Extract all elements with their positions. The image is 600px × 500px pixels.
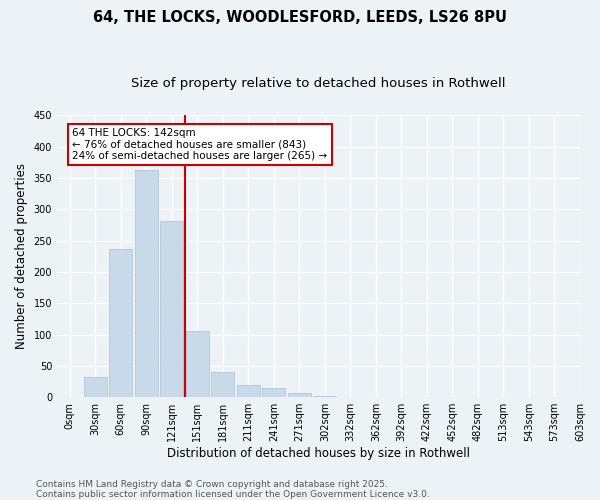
Bar	[492, 396, 515, 397]
Text: 64, THE LOCKS, WOODLESFORD, LEEDS, LS26 8PU: 64, THE LOCKS, WOODLESFORD, LEEDS, LS26 …	[93, 10, 507, 25]
Bar	[288, 394, 311, 397]
Bar	[160, 221, 184, 397]
Bar	[313, 396, 337, 397]
Bar	[186, 332, 209, 397]
Y-axis label: Number of detached properties: Number of detached properties	[15, 163, 28, 349]
Title: Size of property relative to detached houses in Rothwell: Size of property relative to detached ho…	[131, 78, 506, 90]
Bar	[109, 250, 132, 397]
Bar	[135, 170, 158, 397]
Text: 64 THE LOCKS: 142sqm
← 76% of detached houses are smaller (843)
24% of semi-deta: 64 THE LOCKS: 142sqm ← 76% of detached h…	[73, 128, 328, 161]
Bar	[84, 377, 107, 397]
X-axis label: Distribution of detached houses by size in Rothwell: Distribution of detached houses by size …	[167, 447, 470, 460]
Bar	[262, 388, 286, 397]
Text: Contains HM Land Registry data © Crown copyright and database right 2025.
Contai: Contains HM Land Registry data © Crown c…	[36, 480, 430, 499]
Bar	[237, 384, 260, 397]
Bar	[211, 372, 235, 397]
